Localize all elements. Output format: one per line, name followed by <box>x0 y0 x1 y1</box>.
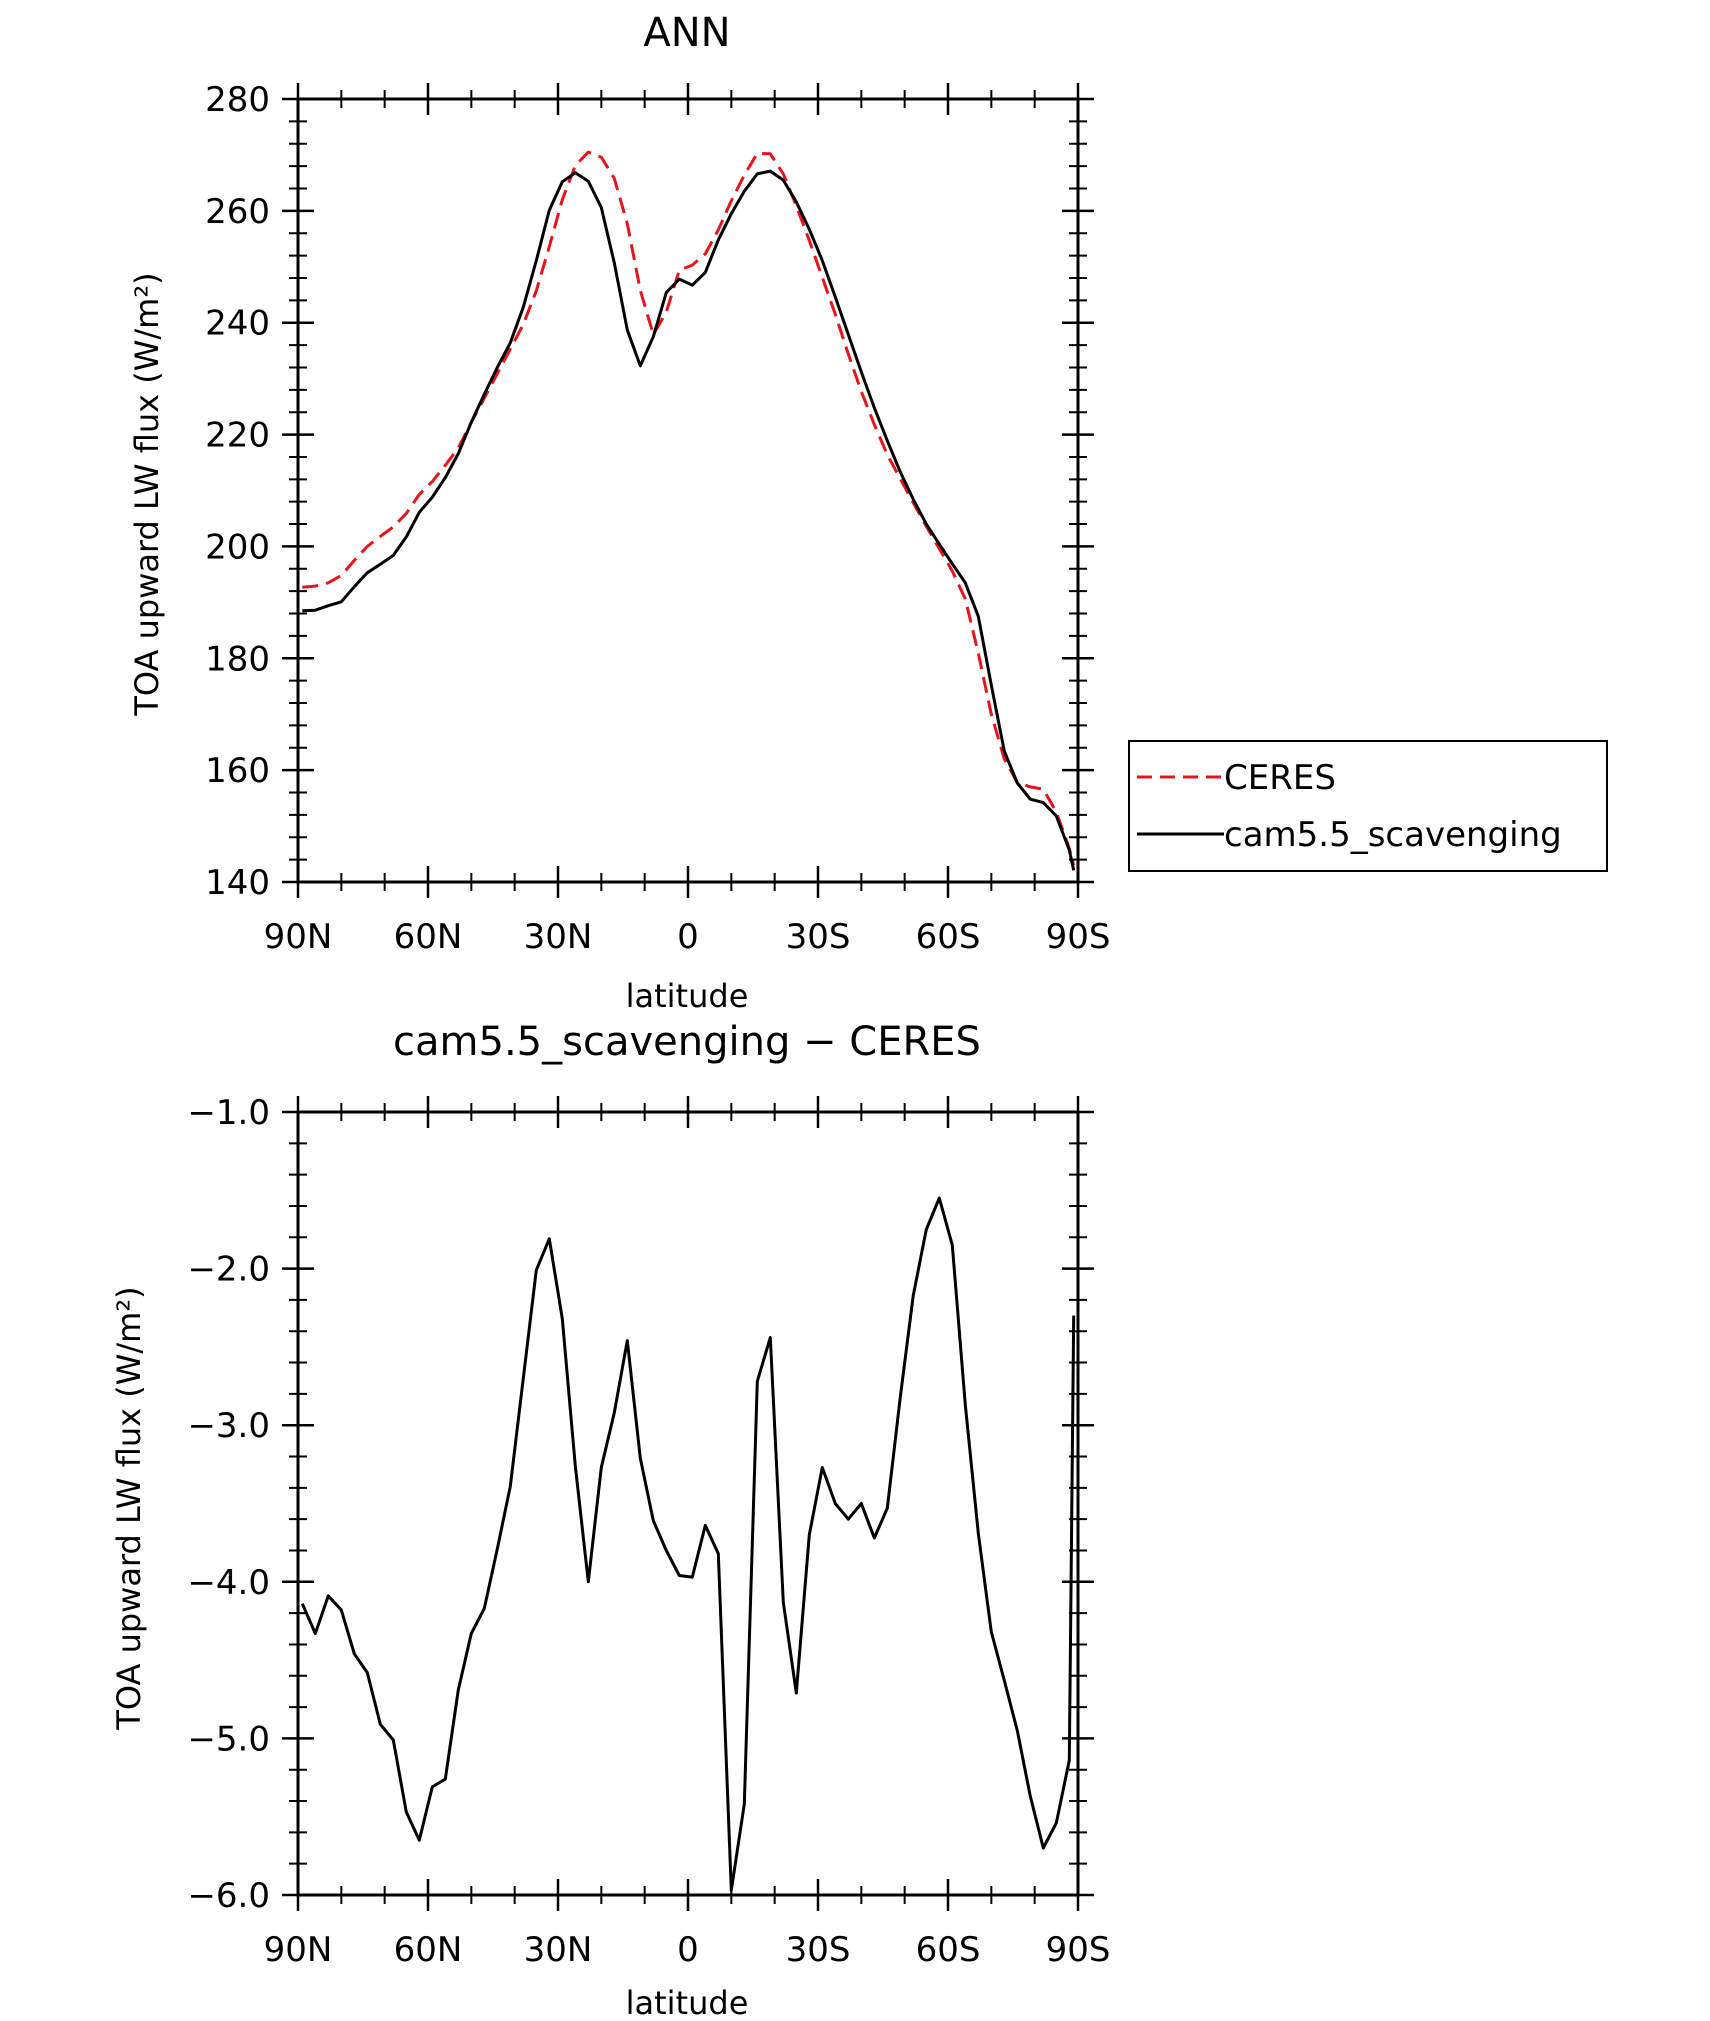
top-x-tick-label: 0 <box>677 917 699 957</box>
bottom-x-tick-label: 30N <box>524 1930 593 1970</box>
top-x-tick-label: 60S <box>916 917 981 957</box>
top-x-tick-label: 30N <box>524 917 593 957</box>
top-y-axis-label: TOA upward LW flux (W/m²) <box>128 272 166 716</box>
bottom-y-tick-label: −6.0 <box>187 1876 270 1916</box>
bottom-y-tick-label: −3.0 <box>187 1406 270 1446</box>
top-plot-frame <box>296 97 1080 884</box>
top-y-tick-labels: 140 160 180 200 220 240 260 280 <box>205 80 270 903</box>
bottom-y-tick-label: −1.0 <box>187 1093 270 1133</box>
bottom-x-tick-label: 90N <box>264 1930 333 1970</box>
top-y-tick-label: 260 <box>205 192 270 232</box>
bottom-x-tick-label: 30S <box>786 1930 851 1970</box>
top-y-tick-label: 280 <box>205 80 270 120</box>
bottom-panel: cam5.5_scavenging − CERES TOA upward LW … <box>110 1019 1110 2021</box>
top-x-tick-label: 30S <box>786 917 851 957</box>
bottom-chart-title: cam5.5_scavenging − CERES <box>393 1019 981 1065</box>
bottom-y-tick-label: −2.0 <box>187 1250 270 1290</box>
bottom-axis-ticks <box>282 1096 1094 1911</box>
legend-box <box>1128 740 1608 872</box>
top-x-tick-label: 90S <box>1046 917 1111 957</box>
top-y-tick-label: 220 <box>205 416 270 456</box>
top-y-tick-label: 140 <box>205 863 270 903</box>
top-series-line-cam5-5-scavenging <box>302 169 1076 871</box>
top-y-tick-label: 160 <box>205 751 270 791</box>
top-x-tick-labels: 90N 60N 30N 0 30S 60S 90S <box>264 917 1111 957</box>
bottom-y-tick-labels: −1.0 −2.0 −3.0 −4.0 −5.0 −6.0 <box>187 1093 270 1916</box>
top-series-line-ceres <box>302 150 1076 866</box>
legend-label-cam5-5-scavenging: cam5.5_scavenging <box>1224 815 1562 855</box>
legend: CERES cam5.5_scavenging <box>1128 740 1608 872</box>
bottom-series-layer <box>300 1196 1076 1892</box>
bottom-x-tick-label: 90S <box>1046 1930 1111 1970</box>
bottom-plot-frame <box>296 1110 1080 1897</box>
top-y-tick-label: 240 <box>205 304 270 344</box>
bottom-x-axis-label: latitude <box>626 1984 749 2021</box>
bottom-y-axis-label: TOA upward LW flux (W/m²) <box>110 1286 148 1730</box>
bottom-x-tick-label: 0 <box>677 1930 699 1970</box>
top-x-axis-label: latitude <box>626 977 749 1015</box>
top-chart-title: ANN <box>643 10 730 56</box>
top-x-tick-label: 60N <box>394 917 463 957</box>
bottom-y-tick-label: −5.0 <box>187 1719 270 1759</box>
bottom-x-tick-label: 60S <box>916 1930 981 1970</box>
bottom-x-tick-labels: 90N 60N 30N 0 30S 60S 90S <box>264 1930 1111 1970</box>
top-y-tick-label: 180 <box>205 639 270 679</box>
bottom-series-line-difference <box>300 1196 1076 1892</box>
top-x-tick-label: 90N <box>264 917 333 957</box>
bottom-y-tick-label: −4.0 <box>187 1563 270 1603</box>
legend-label-ceres: CERES <box>1224 758 1336 798</box>
top-panel: ANN TOA upward LW flux (W/m²) latitude 9… <box>128 10 1110 1015</box>
top-y-tick-label: 200 <box>205 527 270 567</box>
top-axis-ticks <box>282 83 1094 898</box>
bottom-x-tick-label: 60N <box>394 1930 463 1970</box>
top-series-layer <box>302 150 1076 871</box>
